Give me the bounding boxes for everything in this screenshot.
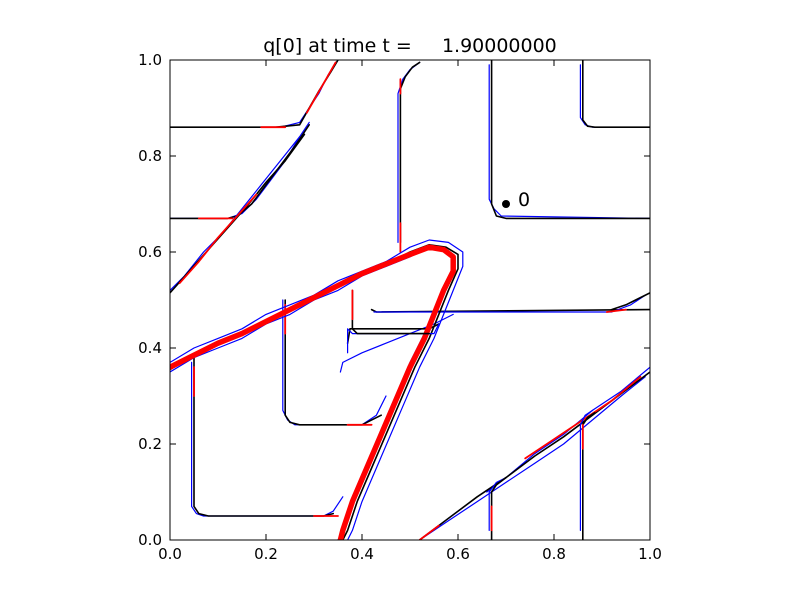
contour-line-24 [282,299,387,426]
y-tick-label: 1.0 [138,51,162,69]
contour-line-17 [581,60,650,128]
x-tick-label: 0.2 [254,545,278,563]
contour-line-47 [579,409,594,532]
ticks: 0.0 0.2 0.4 0.6 0.8 1.0 0.0 0.2 0.4 0.6 0.8 1.0 [138,51,662,563]
contour-line-29 [193,356,335,517]
contour-line-34 [170,244,459,540]
contour-line-5 [170,124,311,220]
contour-line-43 [418,524,440,540]
contour-line-39 [419,376,646,540]
contour-line-15 [490,60,650,220]
x-tick-label: 0.8 [542,545,566,563]
x-tick-label: 1.0 [638,545,662,563]
contour-line-4 [170,121,310,219]
contour-line-23 [605,308,627,313]
contour-line-14 [488,64,650,219]
contour-line-22 [610,291,650,311]
contour-line-35 [170,244,456,540]
annotation: 0 [502,189,530,211]
annotation-label: 0 [518,189,530,211]
contour-line-32 [170,246,454,540]
contour-line-3 [305,61,337,114]
contour-line-33 [170,239,464,540]
contour-line-8 [170,133,306,294]
contour-line-25 [284,299,383,426]
contour-line-0 [170,60,339,128]
y-tick-label: 0.2 [138,435,162,453]
axes-frame [169,59,651,541]
y-tick-label: 0.6 [138,243,162,261]
chart-title: q[0] at time t = 1.90000000 [263,35,557,57]
contour-line-11 [399,61,421,244]
contour-line-1 [170,60,339,128]
contour-line-36 [347,323,440,354]
contour-line-28 [191,361,344,517]
y-tick-label: 0.8 [138,147,162,165]
contour-line-16 [579,64,646,128]
plot-area [170,60,650,540]
contour-line-7 [170,136,301,291]
x-tick-label: 0.6 [446,545,470,563]
x-tick-label: 0.0 [158,545,182,563]
contour-line-18 [339,313,454,373]
contour-line-48 [581,411,596,540]
x-tick-label: 0.4 [350,545,374,563]
contour-line-44 [488,477,507,532]
y-tick-label: 0.4 [138,339,162,357]
contour-line-9 [178,193,258,285]
annotation-point [502,200,510,208]
y-tick-label: 0.0 [138,531,162,549]
